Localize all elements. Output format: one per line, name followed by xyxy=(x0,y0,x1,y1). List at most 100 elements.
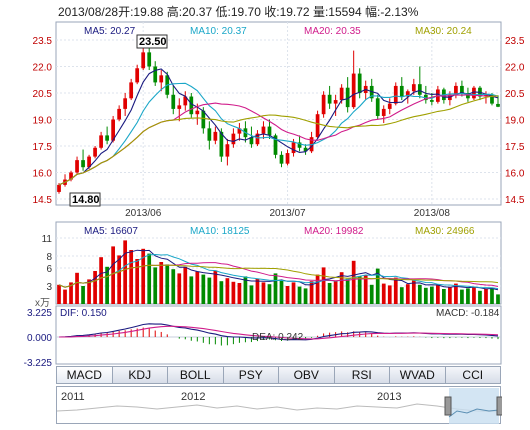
tab-cci[interactable]: CCI xyxy=(462,368,484,382)
price-ma20-legend: MA20: 20.35 xyxy=(304,26,361,37)
navigator-selection[interactable] xyxy=(449,388,499,424)
volume-bar xyxy=(460,289,464,304)
candle-body xyxy=(297,142,302,148)
volume-bar xyxy=(123,240,128,304)
volume-ma30-line xyxy=(58,264,499,288)
annotation-low-text: 14.80 xyxy=(72,194,100,206)
candle-body xyxy=(327,94,332,104)
volume-ma10-line xyxy=(58,253,499,290)
volume-bar xyxy=(429,286,434,304)
candle-body xyxy=(201,110,206,129)
volume-unit-label: x万 xyxy=(35,298,50,309)
candle-body xyxy=(219,131,224,157)
change-label: 幅: xyxy=(365,5,381,19)
volume-ma20-legend: MA20: 19982 xyxy=(304,226,364,237)
candle-body xyxy=(57,184,61,192)
open-label: 开: xyxy=(118,5,134,19)
price-y-tick-left: 23.5 xyxy=(33,36,53,47)
high-label: 高: xyxy=(166,5,183,19)
volume-ma5-legend: MA5: 16607 xyxy=(84,226,138,237)
volume-bar xyxy=(249,285,254,304)
candle-body xyxy=(213,131,218,141)
candle-body xyxy=(357,73,362,93)
candle-body xyxy=(496,103,500,107)
candle-body xyxy=(399,85,404,97)
volume-bar xyxy=(291,282,296,304)
volume-ma10-legend: MA10: 18125 xyxy=(190,226,250,237)
candle-body xyxy=(69,172,73,180)
macd-y-tick: 3.225 xyxy=(27,308,52,319)
candle-body xyxy=(159,75,164,83)
navigator-year-2011: 2011 xyxy=(61,391,85,403)
range-navigator[interactable]: 2011 2012 2013 xyxy=(56,386,504,424)
candle-body xyxy=(105,135,109,141)
navigator-right-handle[interactable] xyxy=(496,396,504,416)
open-value: 19.88 xyxy=(133,5,164,19)
volume-ma30-legend: MA30: 24966 xyxy=(415,226,475,237)
candle-body xyxy=(315,114,320,138)
macd-y-tick: -3.225 xyxy=(24,358,53,366)
candle-body xyxy=(117,108,122,120)
candle-body xyxy=(429,100,434,102)
volume-bar xyxy=(411,280,416,304)
price-y-tick-right: 19.0 xyxy=(505,116,525,127)
volume-bar xyxy=(261,282,266,304)
price-y-tick-left: 19.0 xyxy=(33,116,53,127)
navigator-history-line xyxy=(56,403,503,413)
price-ma5-line xyxy=(58,68,499,186)
volume-bar xyxy=(243,276,248,304)
volume-bar xyxy=(93,271,97,304)
volume-bar xyxy=(303,288,308,304)
high-value: 20.37 xyxy=(182,5,213,19)
tab-psy[interactable]: PSY xyxy=(224,367,279,383)
candle-body xyxy=(195,110,200,115)
volume-bar xyxy=(423,287,428,304)
volume-bar xyxy=(448,287,452,304)
volume-bar xyxy=(417,284,422,304)
candle-body xyxy=(93,147,97,157)
volume-bar xyxy=(496,294,500,304)
volume-bar xyxy=(195,271,200,304)
macd-y-tick: 0.000 xyxy=(27,333,52,344)
volume-bar xyxy=(484,289,488,304)
candle-body xyxy=(147,52,152,67)
volume-y-tick: 11 xyxy=(42,234,53,245)
candle-body xyxy=(141,52,146,69)
price-y-tick-right: 17.5 xyxy=(505,142,525,153)
quote-date: 2013/08/28 xyxy=(58,5,119,19)
volume-bar xyxy=(57,284,61,304)
price-x-tick: 2013/06 xyxy=(125,208,162,219)
candle-body xyxy=(375,98,380,116)
volume-bar xyxy=(369,284,374,304)
tab-obv[interactable]: OBV xyxy=(279,367,335,383)
close-value: 19.72 xyxy=(279,5,310,19)
tab-boll[interactable]: BOLL xyxy=(168,367,224,383)
volume-bar xyxy=(327,283,332,304)
tab-wvad[interactable]: WVAD xyxy=(390,367,446,383)
candle-body xyxy=(99,135,103,148)
candle-body xyxy=(393,85,398,104)
volume-bar xyxy=(454,283,458,304)
volume-bar xyxy=(159,262,164,304)
tab-macd[interactable]: MACD xyxy=(57,367,113,383)
volume-bar xyxy=(490,287,494,304)
macd-value-label: MACD: -0.184 xyxy=(436,308,500,319)
volume-bar xyxy=(69,282,73,304)
candle-body xyxy=(111,119,115,141)
annotation-low: 14.80 xyxy=(69,192,101,207)
candle-body xyxy=(345,87,350,108)
candle-body xyxy=(75,160,79,173)
volume-bar xyxy=(309,281,314,304)
volume-bar xyxy=(279,280,284,304)
candle-body xyxy=(387,103,392,109)
price-y-tick-left: 22.0 xyxy=(33,63,53,74)
price-ma30-line xyxy=(58,95,499,186)
tab-kdj[interactable]: KDJ xyxy=(113,367,168,383)
volume-bar xyxy=(75,272,79,304)
tab-rsi[interactable]: RSI xyxy=(335,367,390,383)
macd-panel-frame xyxy=(55,305,502,365)
navigator-left-handle[interactable] xyxy=(444,396,452,416)
stock-chart[interactable]: 23.5 23.5 22.0 22.0 20.5 20.5 19.0 19.0 17.5 17.5… xyxy=(0,0,530,366)
candle-body xyxy=(87,156,91,168)
price-ma5-legend: MA5: 20.27 xyxy=(84,26,136,37)
